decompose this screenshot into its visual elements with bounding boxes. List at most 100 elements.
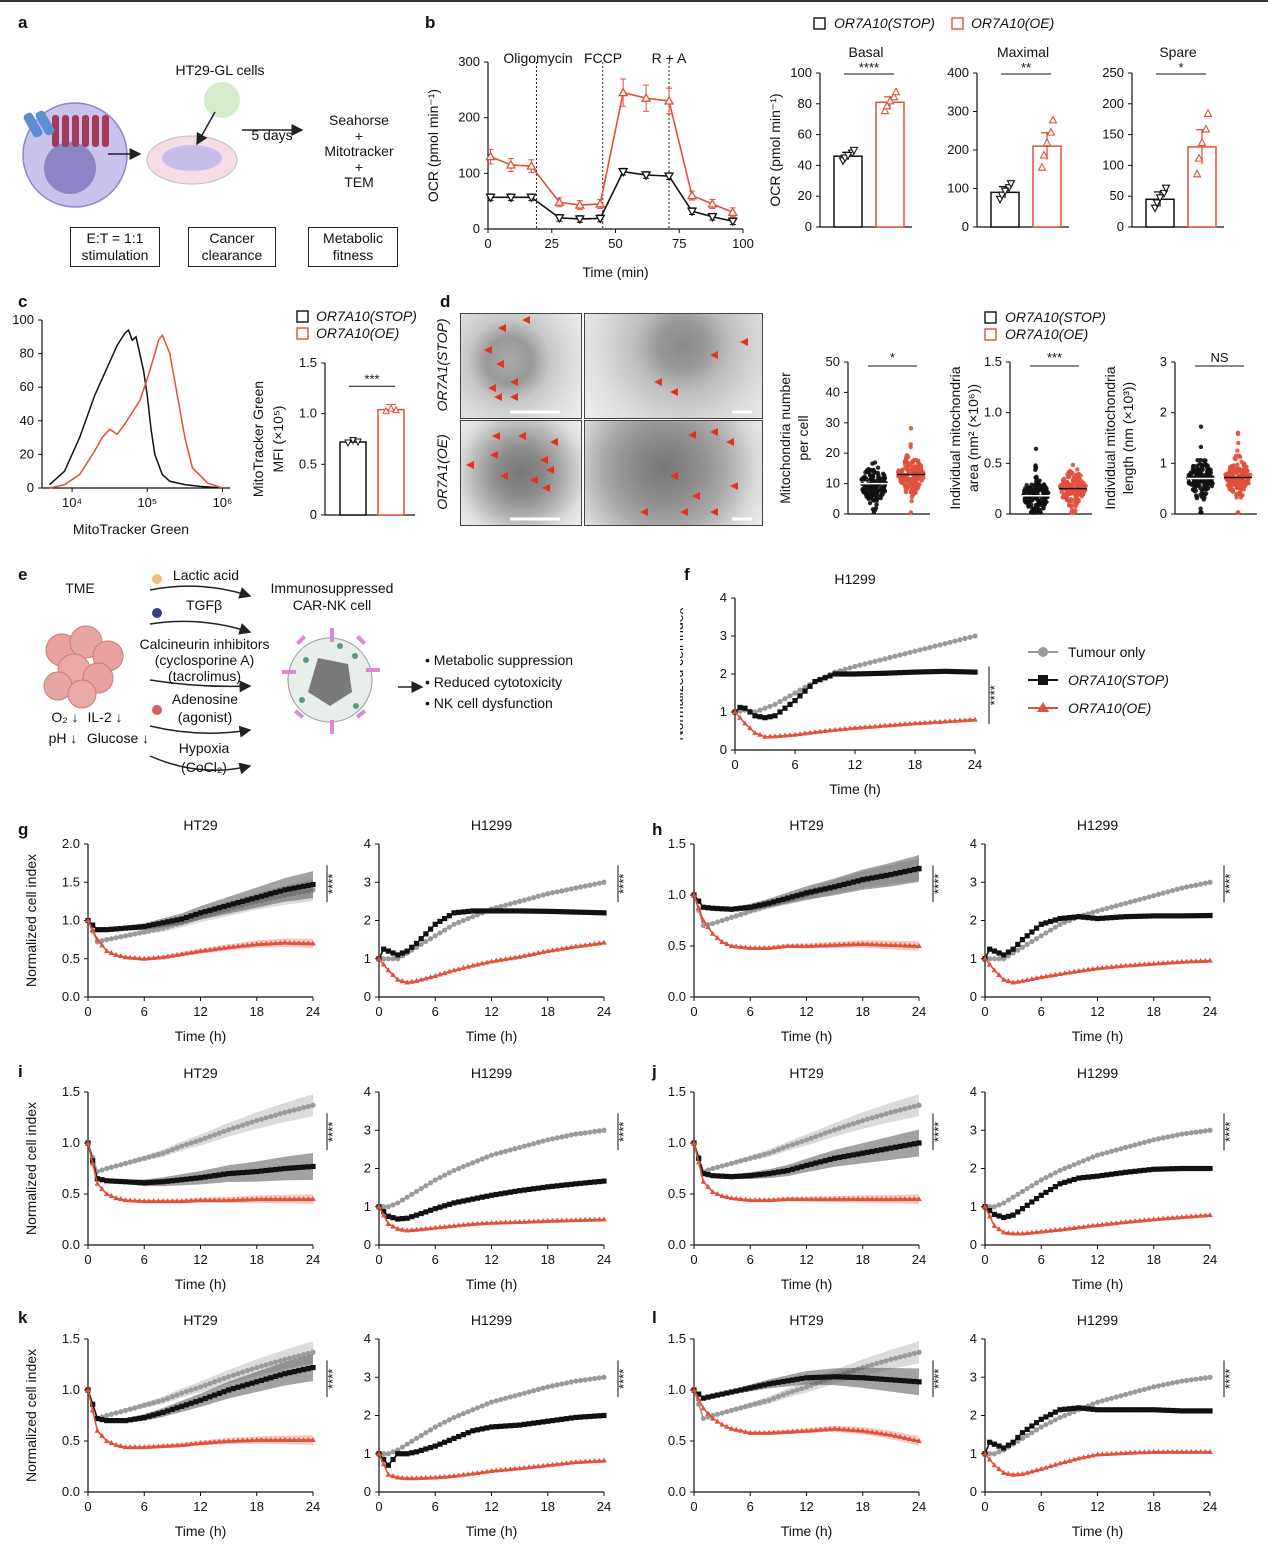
data-point xyxy=(803,1384,810,1390)
data-point xyxy=(864,1149,871,1155)
data-point xyxy=(451,1222,457,1228)
mitochondria-arrow-icon xyxy=(466,461,474,469)
data-point xyxy=(799,891,805,897)
error-band xyxy=(88,871,313,931)
data-point xyxy=(423,1209,429,1215)
data-point xyxy=(1104,1396,1110,1403)
x-tick-label: 75 xyxy=(672,236,686,251)
data-point xyxy=(972,669,978,675)
data-point xyxy=(912,720,918,726)
data-point xyxy=(918,470,924,475)
data-point xyxy=(423,1183,429,1189)
data-point xyxy=(911,1103,917,1110)
readout-list: Seahorse + Mitotracker + TEM xyxy=(324,112,394,190)
data-point xyxy=(277,939,283,945)
data-point xyxy=(991,1462,998,1468)
data-point xyxy=(136,1415,143,1421)
data-point xyxy=(1183,958,1190,964)
data-point xyxy=(1052,1170,1058,1176)
x-tick-label: 24 xyxy=(912,1004,926,1019)
data-point xyxy=(880,478,885,483)
data-point xyxy=(700,1395,706,1401)
y-tick-label: 4 xyxy=(364,1084,371,1099)
data-point xyxy=(869,941,875,947)
data-point xyxy=(871,478,876,483)
data-point xyxy=(1070,478,1076,484)
data-point xyxy=(947,639,953,645)
data-point xyxy=(1108,1148,1115,1154)
data-point xyxy=(1074,494,1080,499)
y-tick-label: 1 xyxy=(970,1446,977,1461)
data-point xyxy=(573,943,579,949)
data-point xyxy=(399,1451,406,1457)
data-point xyxy=(254,1168,260,1175)
data-point xyxy=(395,952,401,958)
data-point xyxy=(1001,952,1007,958)
data-point xyxy=(235,1170,241,1176)
env-o2: O₂ ↓ xyxy=(51,709,79,725)
panel-label-f: f xyxy=(684,565,690,584)
data-point xyxy=(1235,462,1240,467)
data-point xyxy=(799,1375,805,1382)
data-point xyxy=(1150,1216,1157,1222)
data-point xyxy=(942,668,948,674)
significance-label: **** xyxy=(931,1122,946,1142)
data-point xyxy=(286,1355,293,1361)
data-point xyxy=(465,1409,471,1415)
y-tick-label: 1.0 xyxy=(299,406,317,421)
data-point xyxy=(122,925,129,931)
data-point xyxy=(249,1119,255,1125)
data-point xyxy=(193,948,199,954)
data-point xyxy=(1198,913,1204,919)
mitochondria-arrow-icon xyxy=(498,324,506,332)
data-point xyxy=(230,1125,236,1131)
legend-label-stop: OR7A10(STOP) xyxy=(834,15,935,31)
data-point xyxy=(709,930,716,936)
data-point xyxy=(90,1401,96,1407)
y-tick-label: 0.5 xyxy=(62,951,80,966)
data-point xyxy=(1085,1223,1091,1229)
data-point xyxy=(193,1440,199,1446)
data-point xyxy=(852,671,858,677)
data-point xyxy=(545,1418,551,1424)
data-point xyxy=(474,1469,481,1475)
data-point xyxy=(230,1170,236,1176)
y-tick-label: 50 xyxy=(826,354,840,369)
data-point xyxy=(1165,1166,1171,1172)
data-point xyxy=(549,1461,556,1467)
data-point xyxy=(1019,1471,1026,1477)
data-point xyxy=(1057,1460,1063,1466)
data-point xyxy=(427,1207,434,1213)
data-point xyxy=(108,926,115,932)
data-point xyxy=(1174,913,1180,919)
data-point xyxy=(883,1196,889,1202)
mitochondria-arrow-icon xyxy=(510,393,518,401)
data-point xyxy=(882,656,888,662)
data-point xyxy=(1169,913,1176,919)
data-point xyxy=(817,1159,824,1165)
data-point xyxy=(446,1170,452,1176)
data-point xyxy=(937,668,943,675)
data-point xyxy=(577,884,584,890)
data-point xyxy=(301,1352,307,1358)
data-point xyxy=(874,502,879,507)
data-point xyxy=(521,908,527,914)
data-point xyxy=(967,634,973,640)
data-point xyxy=(719,1173,725,1179)
data-point xyxy=(413,977,420,983)
data-point xyxy=(485,151,496,161)
mitochondria-arrow-icon xyxy=(670,472,678,480)
data-point xyxy=(1188,1130,1194,1136)
data-point xyxy=(1155,891,1162,897)
data-point xyxy=(230,1372,236,1378)
data-point xyxy=(1057,1226,1063,1232)
data-point xyxy=(752,1429,758,1435)
data-point xyxy=(118,1418,124,1424)
data-point xyxy=(780,943,786,949)
y-tick-label: 4 xyxy=(970,836,977,851)
data-point xyxy=(381,1456,387,1463)
data-point xyxy=(892,1377,899,1383)
